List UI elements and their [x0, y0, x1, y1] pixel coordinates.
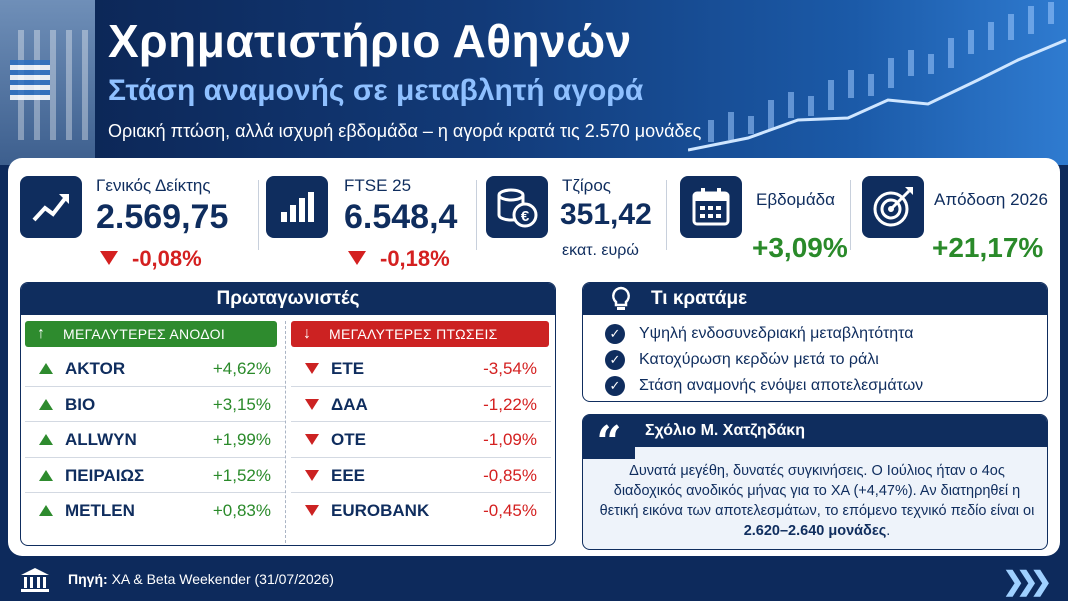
takeaways-title: Τι κρατάμε [651, 288, 748, 309]
stat-value: 2.569,75 [96, 198, 229, 236]
list-item: ALLWYN +1,99% [25, 422, 285, 458]
comment-box: Σχόλιο Μ. Χατζηδάκη “ Δυνατά μεγέθη, δυν… [582, 414, 1048, 550]
stat-change: -0,08% [100, 246, 202, 272]
stat-change: +21,17% [932, 232, 1044, 263]
chevrons-right-icon: ❯❯❯ [1002, 566, 1052, 596]
down-arrow-icon [100, 251, 118, 265]
greek-flag-icon [10, 60, 50, 100]
stat-week: Εβδομάδα +3,09% [680, 172, 850, 272]
comment-text: Δυνατά μεγέθη, δυνατές συγκινήσεις. Ο Ιο… [599, 463, 1035, 539]
up-triangle-icon [39, 469, 53, 481]
target-icon [862, 176, 924, 238]
stat-value: 6.548,4 [344, 198, 458, 236]
down-triangle-icon [305, 469, 319, 481]
page-tagline: Οριακή πτώση, αλλά ισχυρή εβδομάδα – η α… [108, 121, 702, 141]
up-triangle-icon [39, 363, 53, 374]
losers-header: ↓ ΜΕΓΑΛΥΤΕΡΕΣ ΠΤΩΣΕΙΣ [291, 321, 549, 347]
losers-list: ETE -3,54% ΔΑΑ -1,22% OTE -1,09% EEE -0,85% … [291, 351, 551, 529]
gainers-list: AKTOR +4,62% BIO +3,15% ALLWYN +1,99% ΠΕΙΡΑ… [25, 351, 285, 529]
arrow-up-icon: ↑ [37, 325, 45, 342]
list-item: METLEN +0,83% [25, 493, 285, 529]
gainers-header: ↑ ΜΕΓΑΛΥΤΕΡΕΣ ΑΝΟΔΟΙ [25, 321, 277, 347]
bar-chart-icon [266, 176, 328, 238]
takeaways-box: Τι κρατάμε ✓ Υψηλή ενδοσυνεδριακή μεταβλη… [582, 282, 1048, 402]
stat-label: Εβδομάδα [756, 190, 835, 209]
main-panel: Γενικός Δείκτης 2.569,75 -0,08% FTSE 25 … [8, 158, 1060, 556]
stat-change: +3,09% [752, 232, 848, 263]
down-triangle-icon [305, 363, 319, 374]
check-icon: ✓ [605, 324, 625, 344]
column-divider [285, 321, 286, 543]
stat-value: 351,42 [560, 198, 652, 231]
down-triangle-icon [305, 505, 319, 516]
source-note: Πηγή: ΧΑ & Beta Weekender (31/07/2026) [68, 571, 334, 587]
list-item: EEE -0,85% [291, 458, 551, 493]
stat-unit: εκατ. ευρώ [562, 242, 639, 259]
stat-general-index: Γενικός Δείκτης 2.569,75 -0,08% [20, 172, 250, 272]
page-subtitle: Στάση αναμονής σε μεταβλητή αγορά [108, 74, 644, 107]
divider [476, 180, 477, 250]
coins-euro-icon: € [486, 176, 548, 238]
top-movers-box: Πρωταγωνιστές ↑ ΜΕΓΑΛΥΤΕΡΕΣ ΑΝΟΔΟΙ ↓ ΜΕΓ… [20, 282, 556, 546]
list-item: AKTOR +4,62% [25, 351, 285, 387]
list-item: ΔΑΑ -1,22% [291, 387, 551, 422]
up-triangle-icon [39, 398, 53, 410]
down-arrow-icon [348, 251, 366, 265]
list-item: ETE -3,54% [291, 351, 551, 387]
stat-change: -0,18% [348, 246, 450, 272]
header-banner: Χρηματιστήριο Αθηνών Στάση αναμονής σε μ… [0, 0, 1068, 165]
divider [666, 180, 667, 250]
check-icon: ✓ [605, 376, 625, 396]
stat-turnover: € Τζίρος 351,42 εκατ. ευρώ [486, 172, 666, 272]
takeaways-header: Τι κρατάμε [583, 283, 1047, 315]
stat-ftse25: FTSE 25 6.548,4 -0,18% [266, 172, 476, 272]
stat-label: Τζίρος [562, 176, 611, 195]
page-title: Χρηματιστήριο Αθηνών [108, 15, 632, 67]
list-item: BIO +3,15% [25, 387, 285, 422]
calendar-icon [680, 176, 742, 238]
divider [258, 180, 259, 250]
list-item: OTE -1,09% [291, 422, 551, 458]
list-item: EUROBANK -0,45% [291, 493, 551, 529]
stock-exchange-building-image [0, 0, 95, 165]
top-movers-title: Πρωταγωνιστές [21, 283, 555, 315]
arrow-down-icon: ↓ [303, 325, 311, 342]
stat-label: Γενικός Δείκτης [96, 176, 211, 195]
bank-building-icon [21, 568, 49, 592]
comment-title: Σχόλιο Μ. Χατζηδάκη [645, 422, 805, 439]
divider [850, 180, 851, 250]
trend-up-icon [20, 176, 82, 238]
list-item: ΠΕΙΡΑΙΩΣ +1,52% [25, 458, 285, 493]
down-triangle-icon [305, 398, 319, 410]
stat-ytd-return: Απόδοση 2026 +21,17% [862, 172, 1052, 272]
up-triangle-icon [39, 434, 53, 445]
comment-header: Σχόλιο Μ. Χατζηδάκη [583, 415, 1047, 447]
candlestick-background-icon [688, 2, 1067, 152]
footer: Πηγή: ΧΑ & Beta Weekender (31/07/2026) ❯… [0, 560, 1068, 601]
down-triangle-icon [305, 434, 319, 445]
stat-label: Απόδοση 2026 [934, 190, 1048, 209]
up-triangle-icon [39, 505, 53, 516]
svg-text:€: € [521, 208, 530, 225]
stat-label: FTSE 25 [344, 176, 412, 195]
check-icon: ✓ [605, 350, 625, 370]
lightbulb-icon [612, 286, 630, 310]
quote-icon: “ [583, 415, 635, 468]
